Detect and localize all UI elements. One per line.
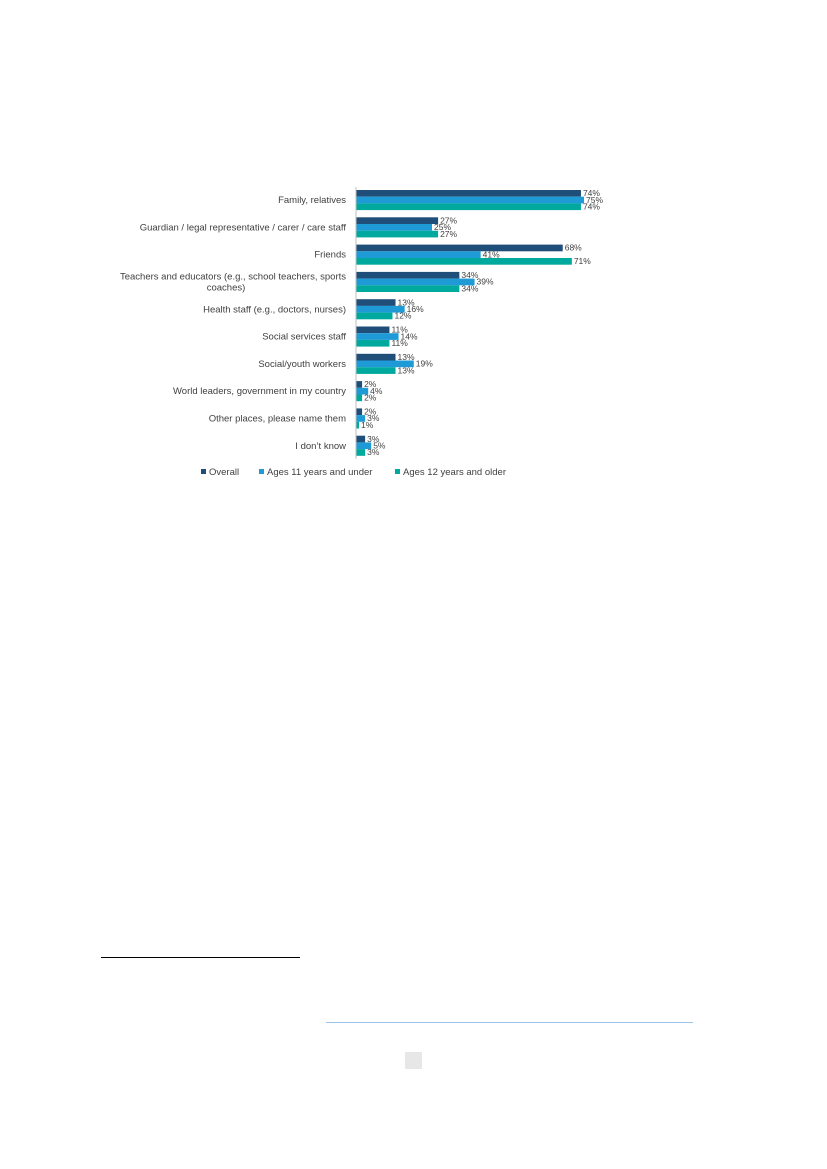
value-label: 39%: [477, 277, 494, 287]
value-label: 74%: [583, 188, 600, 198]
value-label: 2%: [364, 393, 377, 403]
bar: [356, 278, 475, 286]
bar: [356, 387, 369, 395]
category-label: I don’t know: [295, 441, 346, 452]
value-label: 34%: [461, 270, 478, 280]
bar: [356, 312, 393, 320]
footer-divider: [326, 1022, 693, 1023]
value-label: 5%: [373, 441, 386, 451]
value-label: 25%: [434, 222, 451, 232]
bar: [356, 360, 414, 368]
bar: [356, 271, 460, 279]
value-label: 3%: [367, 434, 380, 444]
page-number-box: [405, 1052, 422, 1069]
bar: [356, 339, 390, 347]
bar: [356, 285, 460, 292]
value-label: 3%: [367, 413, 380, 423]
legend-swatch: [395, 469, 400, 474]
bar: [356, 196, 584, 204]
bar: [356, 408, 363, 416]
category-label: Social services staff: [262, 332, 346, 343]
bar: [356, 217, 439, 224]
bar: [356, 442, 372, 450]
value-label: 75%: [586, 195, 603, 205]
bar: [356, 449, 366, 456]
value-label: 13%: [398, 352, 415, 362]
value-label: 27%: [440, 215, 457, 225]
bar: [356, 435, 366, 443]
value-label: 14%: [401, 331, 418, 341]
value-label: 2%: [364, 379, 377, 389]
category-label: coaches): [207, 282, 246, 293]
category-label: Other places, please name them: [209, 413, 346, 424]
value-label: 11%: [391, 338, 408, 348]
value-label: 11%: [391, 325, 408, 335]
legend-label: Ages 12 years and older: [403, 467, 506, 478]
category-label: Friends: [314, 250, 346, 261]
value-label: 27%: [440, 229, 457, 239]
bar: [356, 367, 396, 374]
category-label: Family, relatives: [278, 195, 346, 206]
bar: [356, 224, 432, 231]
bar: [356, 299, 396, 306]
bar: [356, 190, 581, 197]
value-label: 3%: [367, 447, 380, 457]
legend-label: Ages 11 years and under: [267, 467, 372, 478]
bar: [356, 394, 363, 402]
value-label: 13%: [398, 297, 415, 307]
legend: Overall Ages 11 years and under Ages 12 ye…: [201, 467, 506, 478]
value-label: 16%: [407, 304, 424, 314]
bar: [356, 203, 581, 211]
bar: [356, 258, 572, 265]
bar: [356, 305, 405, 313]
value-label: 19%: [416, 359, 433, 369]
value-label: 2%: [364, 407, 377, 417]
category-label: Health staff (e.g., doctors, nurses): [203, 304, 346, 315]
bar: [356, 326, 390, 334]
bar: [356, 381, 363, 388]
value-label: 74%: [583, 202, 600, 212]
bar: [356, 251, 481, 258]
bars-group: 74%75%74%27%25%27%68%41%71%34%39%34%13%1…: [356, 188, 603, 457]
bar: [356, 421, 360, 429]
bar: [356, 353, 396, 361]
bar: [356, 333, 399, 340]
category-label: World leaders, government in my country: [173, 386, 346, 397]
bar: [356, 244, 563, 252]
value-label: 12%: [394, 311, 411, 321]
legend-swatch: [201, 469, 206, 474]
legend-swatch: [259, 469, 264, 474]
legend-label: Overall: [209, 467, 239, 478]
footnote-separator: [101, 957, 300, 958]
category-labels-group: Family, relatives Guardian / legal repres…: [120, 195, 346, 452]
value-label: 13%: [398, 365, 415, 375]
bar: [356, 230, 439, 238]
value-label: 4%: [370, 386, 383, 396]
value-label: 1%: [361, 420, 374, 430]
category-label: Social/youth workers: [258, 359, 346, 370]
bar-chart: 74%75%74%27%25%27%68%41%71%34%39%34%13%1…: [120, 187, 603, 478]
value-label: 34%: [461, 283, 478, 293]
bar: [356, 415, 366, 422]
category-label: Guardian / legal representative / carer …: [140, 222, 347, 233]
value-label: 68%: [565, 243, 582, 253]
value-label: 41%: [483, 249, 500, 259]
value-label: 71%: [574, 256, 591, 266]
category-label: Teachers and educators (e.g., school tea…: [120, 271, 346, 282]
